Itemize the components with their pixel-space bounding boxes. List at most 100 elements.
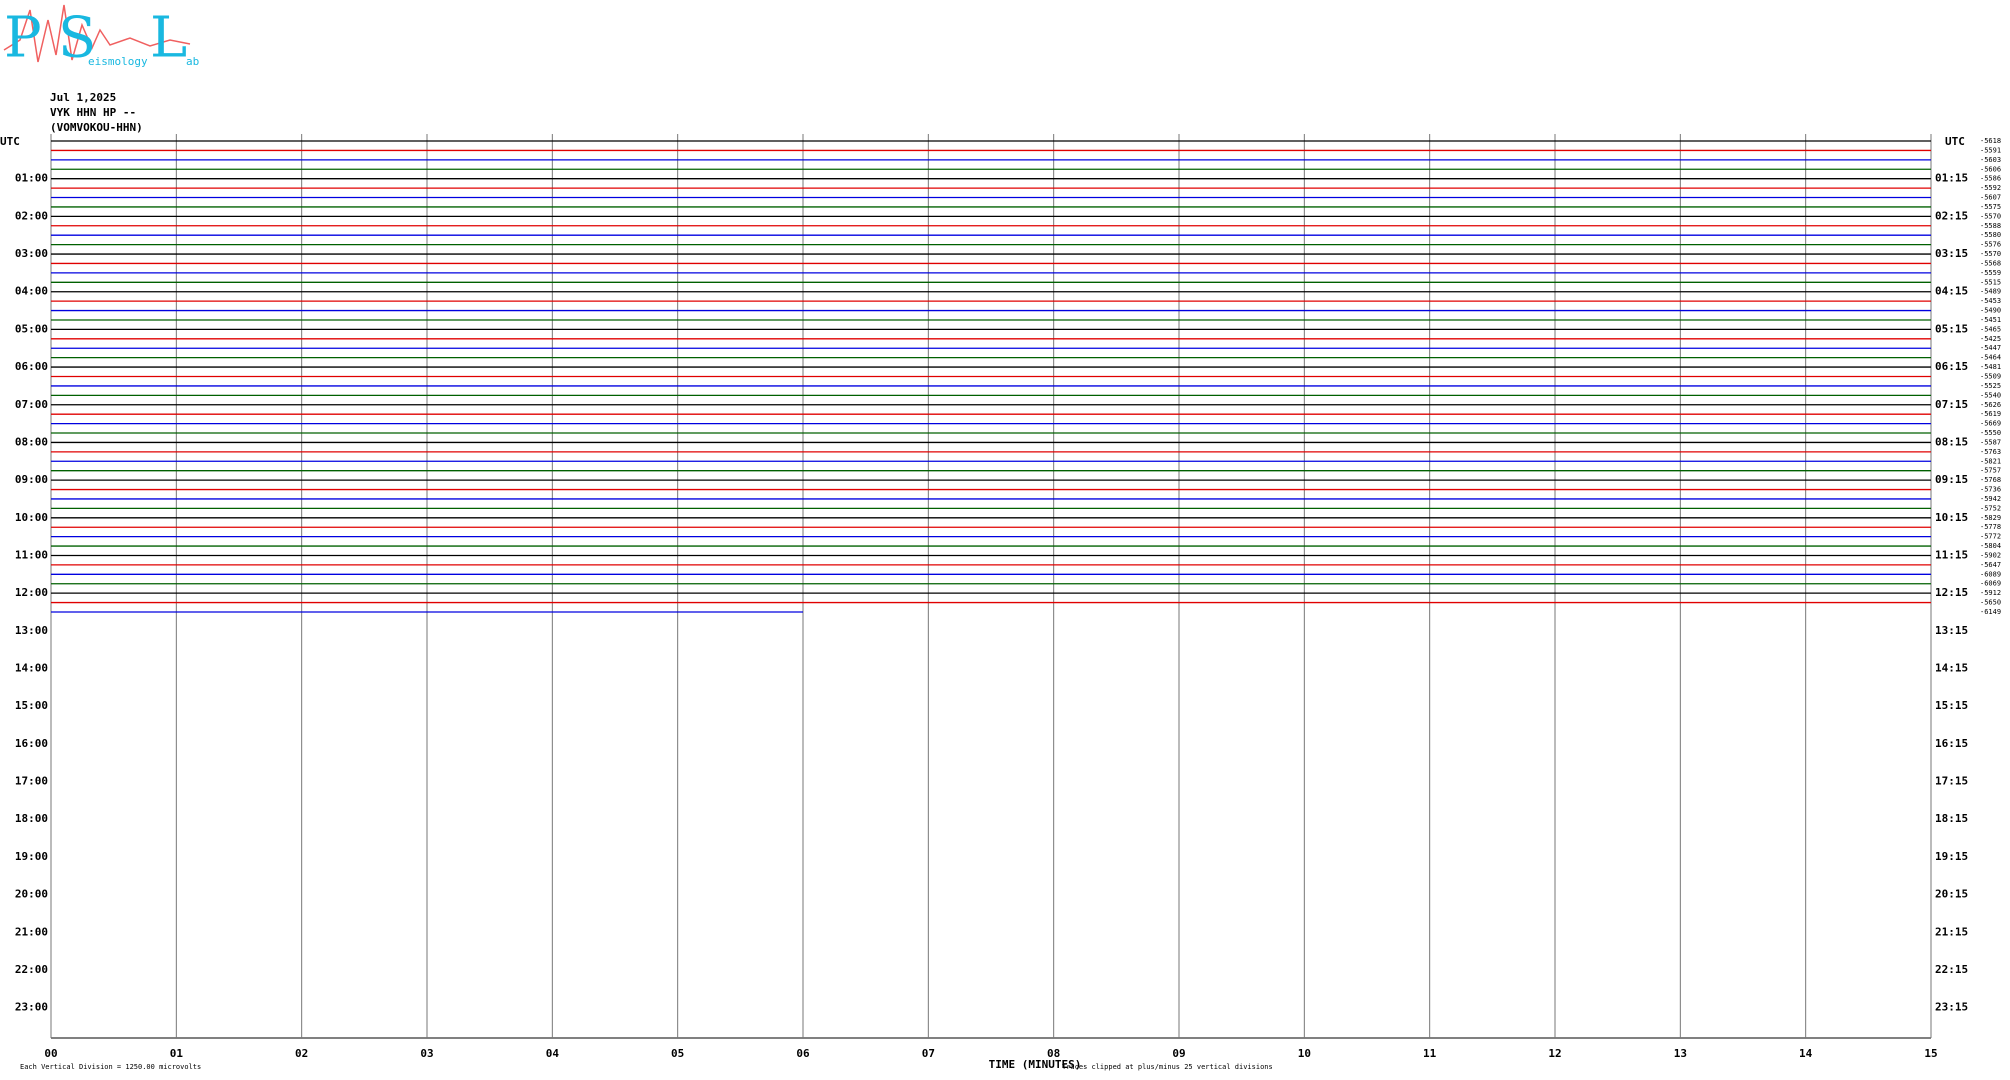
trace-offset: -5942 <box>1980 495 2001 503</box>
right-time-label: 03:15 <box>1935 247 1968 260</box>
trace-offset: -5606 <box>1980 165 2001 173</box>
trace-offset: -5425 <box>1980 335 2001 343</box>
trace-offset: -5626 <box>1980 401 2001 409</box>
utc-left: UTC <box>0 135 20 148</box>
right-time-label: 15:15 <box>1935 699 1968 712</box>
logo-squiggle <box>3 4 191 63</box>
trace-offset: -5618 <box>1980 137 2001 145</box>
left-time-label: 10:00 <box>15 511 48 524</box>
x-tick-label: 12 <box>1548 1047 1561 1060</box>
logo-letter: P <box>4 6 42 71</box>
trace-offset: -5619 <box>1980 410 2001 418</box>
trace-offset: -5763 <box>1980 448 2001 456</box>
x-tick-label: 14 <box>1799 1047 1813 1060</box>
left-time-label: 19:00 <box>15 850 48 863</box>
trace-offset: -5821 <box>1980 457 2001 465</box>
trace-offset: -5607 <box>1980 194 2001 202</box>
trace-offset: -5509 <box>1980 373 2001 381</box>
left-time-label: 07:00 <box>15 398 48 411</box>
trace-offset: -6069 <box>1980 580 2001 588</box>
right-time-label: 01:15 <box>1935 172 1968 185</box>
logo-word: ab <box>186 55 199 68</box>
right-time-label: 23:15 <box>1935 1001 1968 1014</box>
trace-offset: -5489 <box>1980 288 2001 296</box>
x-tick-label: 02 <box>295 1047 308 1060</box>
x-axis-title: TIME (MINUTES) <box>989 1058 1082 1071</box>
trace-offset: -5778 <box>1980 523 2001 531</box>
x-tick-label: 07 <box>922 1047 935 1060</box>
trace-offset: -5592 <box>1980 184 2001 192</box>
trace-offset: -5525 <box>1980 382 2001 390</box>
left-time-label: 22:00 <box>15 963 48 976</box>
trace-offset: -5912 <box>1980 589 2001 597</box>
left-time-label: 17:00 <box>15 775 48 788</box>
trace-offset: -5588 <box>1980 222 2001 230</box>
logo-letter: S <box>58 6 96 71</box>
trace-offset: -5768 <box>1980 476 2001 484</box>
trace-offset: -5772 <box>1980 533 2001 541</box>
trace-offset: -5576 <box>1980 241 2001 249</box>
trace-offset: -5603 <box>1980 156 2001 164</box>
trace-offset: -5447 <box>1980 344 2001 352</box>
trace-offset: -5481 <box>1980 363 2001 371</box>
left-time-label: 20:00 <box>15 888 48 901</box>
right-time-label: 18:15 <box>1935 812 1968 825</box>
trace-offset: -5451 <box>1980 316 2001 324</box>
left-time-label: 08:00 <box>15 435 48 448</box>
trace-offset: -5464 <box>1980 354 2001 362</box>
left-time-label: 23:00 <box>15 1001 48 1014</box>
right-time-label: 10:15 <box>1935 511 1968 524</box>
logo-letter: L <box>150 6 187 71</box>
x-tick-label: 06 <box>796 1047 810 1060</box>
header-site: (VOMVOKOU-HHN) <box>50 121 143 134</box>
trace-offset: -5580 <box>1980 231 2001 239</box>
trace-offset: -5587 <box>1980 438 2001 446</box>
right-time-label: 12:15 <box>1935 586 1968 599</box>
trace-offset: -5550 <box>1980 429 2001 437</box>
left-time-label: 01:00 <box>15 172 48 185</box>
trace-offset: -5650 <box>1980 599 2001 607</box>
trace-offset: -6089 <box>1980 570 2001 578</box>
header-date: Jul 1,2025 <box>50 91 116 104</box>
left-time-label: 14:00 <box>15 662 48 675</box>
trace-offset: -5575 <box>1980 203 2001 211</box>
right-time-label: 14:15 <box>1935 662 1968 675</box>
right-time-label: 02:15 <box>1935 209 1968 222</box>
clip-note: Traces clipped at plus/minus 25 vertical… <box>1062 1063 1273 1071</box>
trace-offset: -5570 <box>1980 212 2001 220</box>
left-time-label: 05:00 <box>15 322 48 335</box>
trace-offset: -5465 <box>1980 325 2001 333</box>
x-tick-label: 09 <box>1172 1047 1185 1060</box>
x-tick-label: 05 <box>671 1047 684 1060</box>
header-station: VYK HHN HP -- <box>50 106 136 119</box>
x-tick-label: 01 <box>170 1047 184 1060</box>
left-time-label: 21:00 <box>15 925 48 938</box>
trace-offset: -5568 <box>1980 259 2001 267</box>
scale-note: Each Vertical Division = 1250.00 microvo… <box>20 1063 201 1071</box>
right-time-label: 16:15 <box>1935 737 1968 750</box>
trace-offset: -5515 <box>1980 278 2001 286</box>
left-time-label: 02:00 <box>15 209 48 222</box>
trace-offset: -5804 <box>1980 542 2001 550</box>
right-time-label: 08:15 <box>1935 435 1968 448</box>
trace-offset: -5586 <box>1980 175 2001 183</box>
right-time-label: 05:15 <box>1935 322 1968 335</box>
trace-offset: -5453 <box>1980 297 2001 305</box>
right-time-label: 06:15 <box>1935 360 1968 373</box>
trace-offset: -5752 <box>1980 504 2001 512</box>
right-time-label: 19:15 <box>1935 850 1968 863</box>
logo: P S L eismology ab <box>3 4 199 71</box>
utc-right: UTC <box>1945 135 1965 148</box>
logo-word: eismology <box>88 55 148 68</box>
right-time-label: 04:15 <box>1935 285 1968 298</box>
trace-offset: -5757 <box>1980 467 2001 475</box>
trace-offset: -5647 <box>1980 561 2001 569</box>
right-time-label: 17:15 <box>1935 775 1968 788</box>
trace-offset: -5559 <box>1980 269 2001 277</box>
trace-offset: -5490 <box>1980 307 2001 315</box>
left-time-label: 16:00 <box>15 737 48 750</box>
trace-offset: -5570 <box>1980 250 2001 258</box>
x-tick-label: 15 <box>1924 1047 1937 1060</box>
left-time-label: 18:00 <box>15 812 48 825</box>
